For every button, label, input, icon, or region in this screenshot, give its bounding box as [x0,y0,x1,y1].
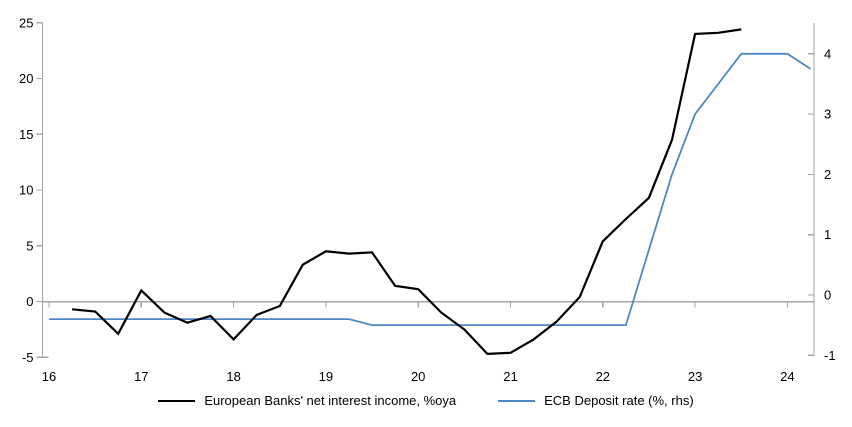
x-axis-tick-label: 16 [42,369,56,384]
nii-line [71,28,742,356]
left-axis-tick-label: 5 [26,238,33,253]
legend-item-ecb: ECB Deposit rate (%, rhs) [498,393,694,408]
x-axis-tick-label: 18 [226,369,240,384]
x-axis-tick-label: 17 [134,369,148,384]
legend-label-ecb: ECB Deposit rate (%, rhs) [544,393,694,408]
x-axis-tick-label: 21 [503,369,517,384]
x-axis-tick-label: 20 [411,369,425,384]
ecb-line-swatch [498,399,536,402]
right-axis-tick-label: 3 [824,107,831,122]
right-axis-tick-label: 1 [824,227,831,242]
left-axis-tick-label: -5 [22,350,34,365]
left-axis-tick-label: 0 [26,294,33,309]
x-axis-tick-label: 19 [319,369,333,384]
right-axis-tick-label: -1 [824,348,836,363]
left-axis-tick-label: 20 [19,71,33,86]
x-axis-tick-label: 24 [780,369,794,384]
x-axis-tick-label: 23 [688,369,702,384]
legend-label-nii: European Banks' net interest income, %oy… [204,393,457,408]
chart-legend: European Banks' net interest income, %oy… [0,393,852,408]
left-axis-tick-label: 15 [19,127,33,142]
right-axis-tick-label: 4 [824,46,831,61]
left-axis-tick-label: 10 [19,183,33,198]
right-axis-tick-label: 2 [824,167,831,182]
left-axis-tick-label: 25 [19,15,33,30]
right-axis-tick-label: 0 [824,288,831,303]
x-axis-tick-label: 22 [596,369,610,384]
nii-line-swatch [158,399,196,402]
ecb-line [49,52,811,327]
legend-item-nii: European Banks' net interest income, %oy… [158,393,456,408]
